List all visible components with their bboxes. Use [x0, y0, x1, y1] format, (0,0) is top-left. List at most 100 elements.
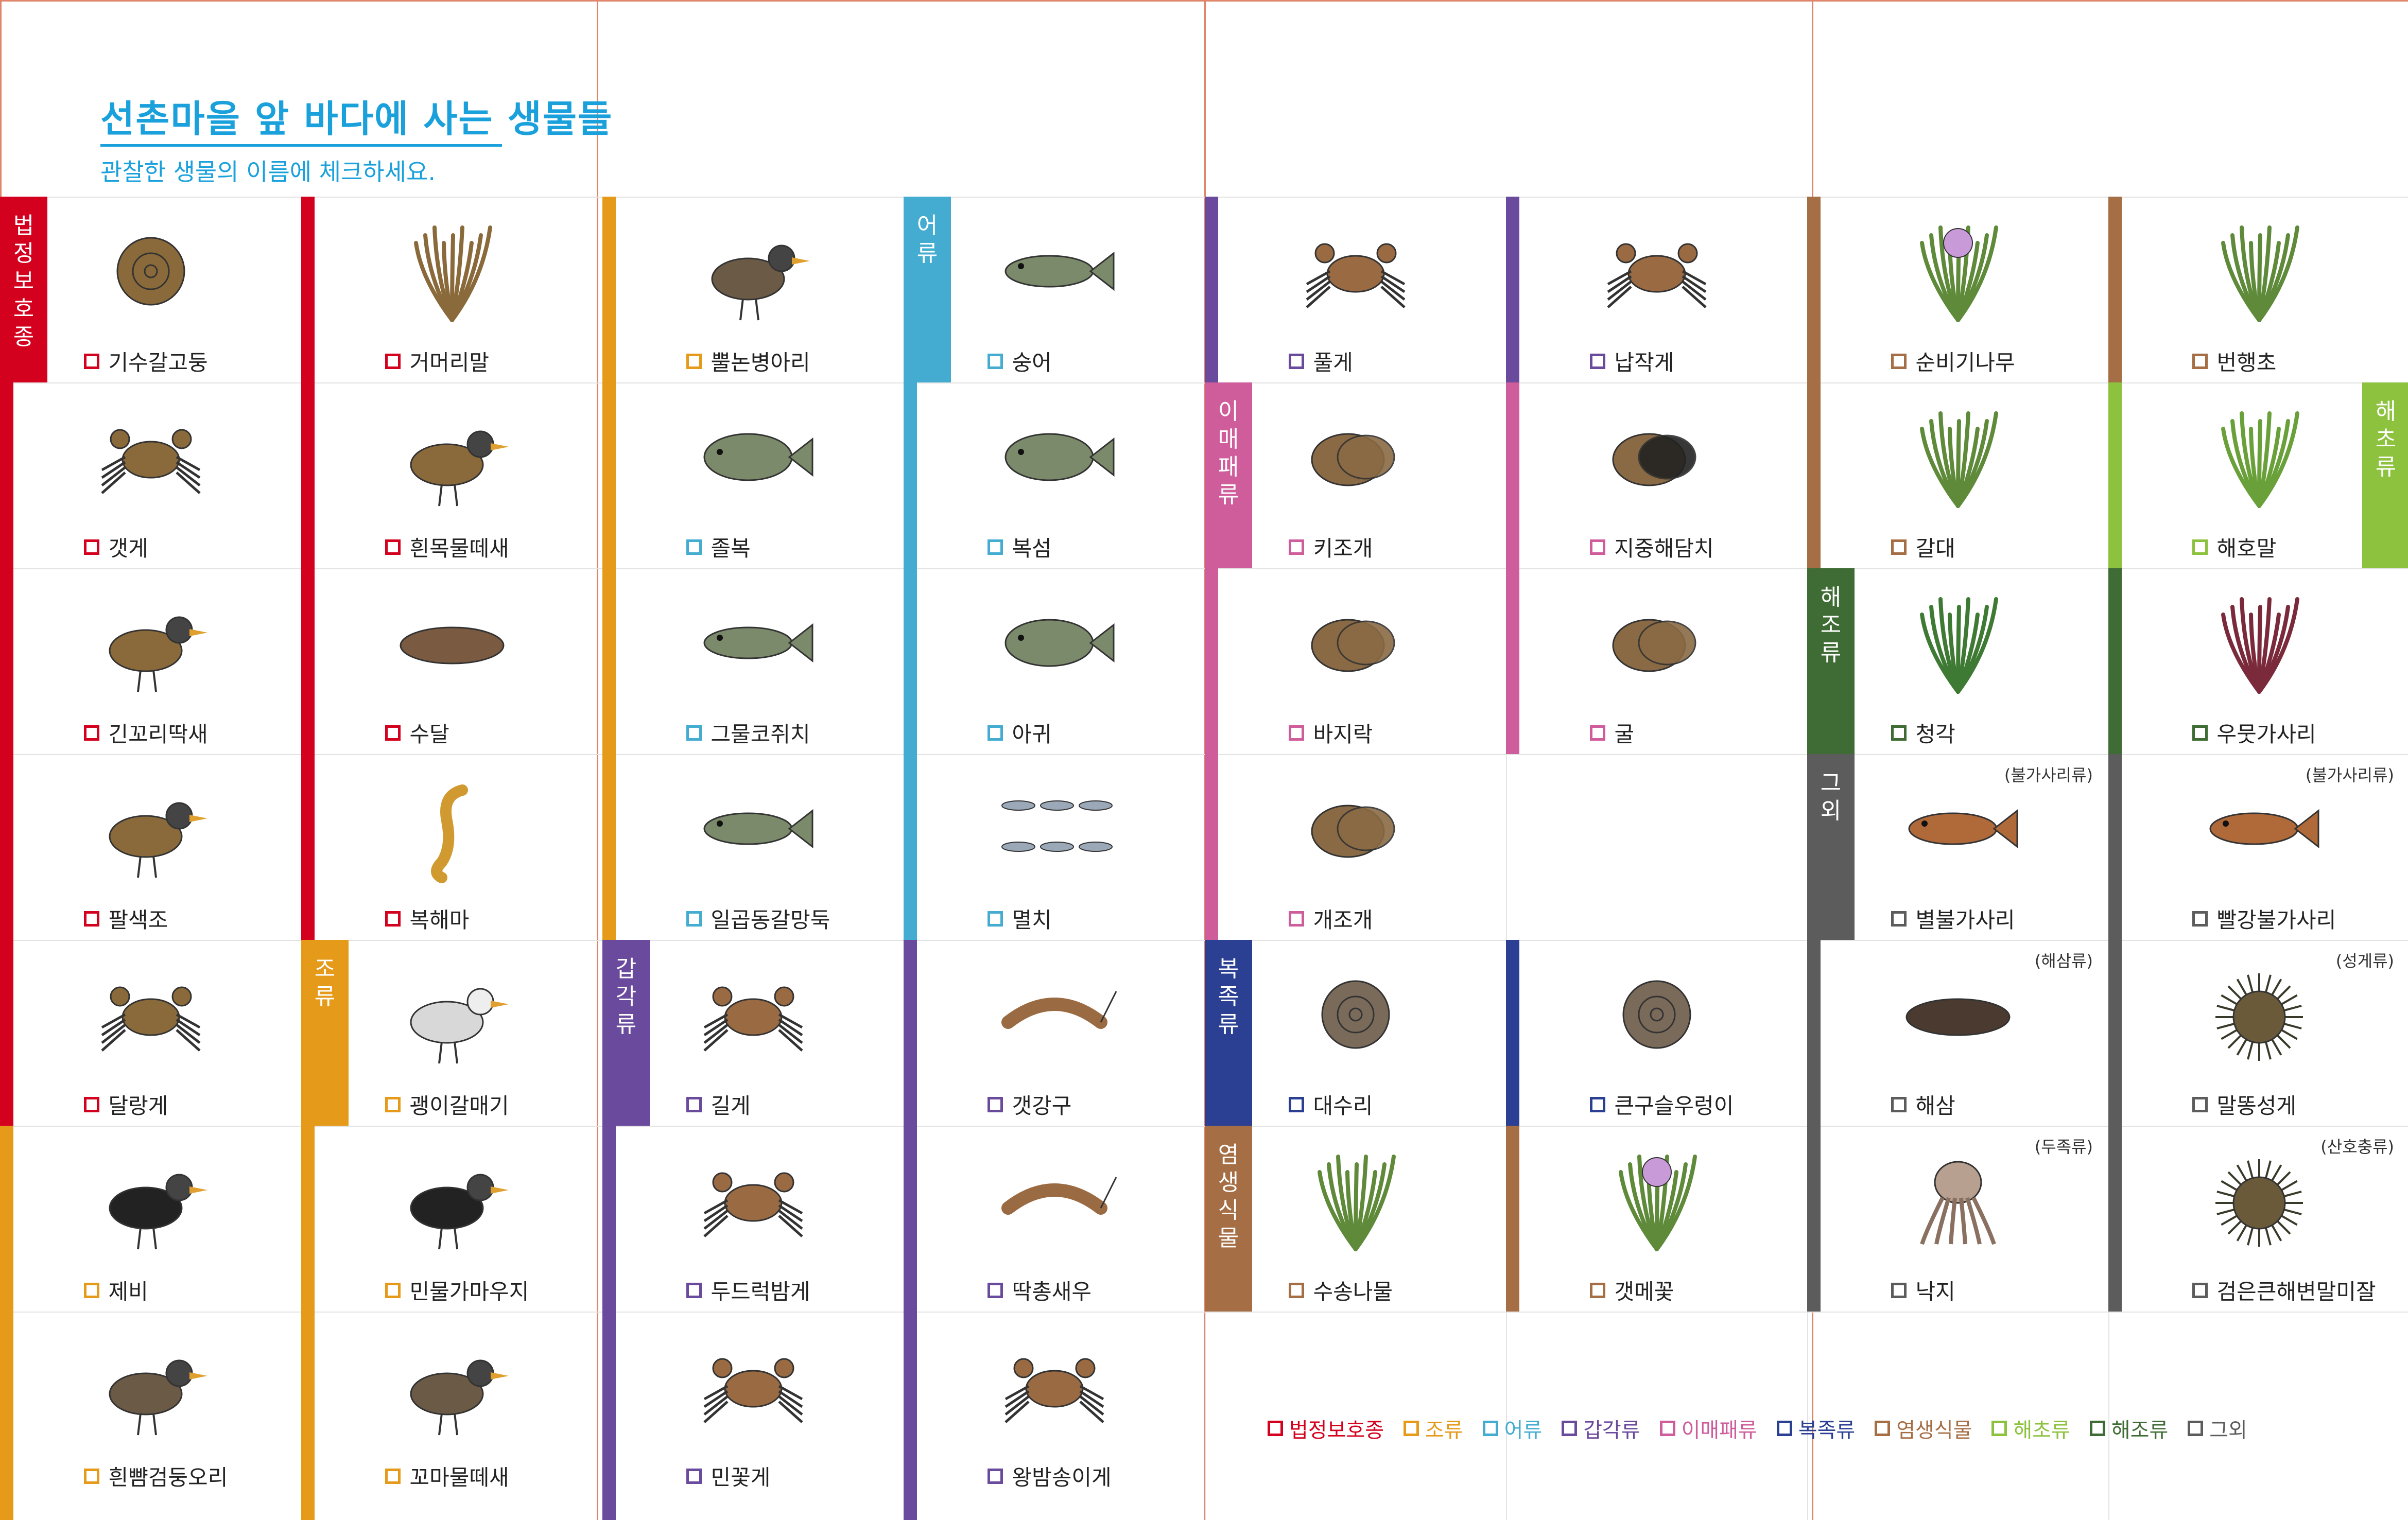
- legend-checkbox[interactable]: [1659, 1421, 1675, 1436]
- species-checkbox[interactable]: [987, 353, 1003, 369]
- species-checkbox-label[interactable]: 뿔논병아리: [686, 345, 810, 377]
- species-checkbox[interactable]: [385, 539, 401, 555]
- species-cell[interactable]: 말똥성게 (성게류): [2108, 940, 2408, 1126]
- species-checkbox-label[interactable]: 굴: [1589, 717, 1634, 748]
- species-checkbox-label[interactable]: 꼬마물떼새: [385, 1460, 509, 1492]
- legend-item[interactable]: 복족류: [1776, 1413, 1855, 1443]
- species-checkbox[interactable]: [2192, 539, 2208, 555]
- species-cell[interactable]: 꼬마물떼새: [301, 1312, 602, 1497]
- species-checkbox[interactable]: [1589, 1096, 1605, 1112]
- species-checkbox[interactable]: [385, 725, 401, 741]
- species-checkbox-label[interactable]: 거머리말: [385, 345, 489, 377]
- species-checkbox-label[interactable]: 흰뺨검둥오리: [83, 1460, 228, 1492]
- species-cell[interactable]: 졸복: [602, 382, 904, 568]
- species-cell[interactable]: 지중해담치: [1506, 382, 1807, 568]
- legend-checkbox[interactable]: [1482, 1421, 1498, 1436]
- legend-item[interactable]: 해조류: [2089, 1413, 2168, 1443]
- species-checkbox[interactable]: [1891, 353, 1907, 369]
- species-checkbox[interactable]: [385, 1468, 401, 1484]
- species-cell[interactable]: 개조개: [1205, 754, 1506, 940]
- legend-item[interactable]: 갑각류: [1562, 1413, 1640, 1443]
- species-checkbox-label[interactable]: 큰구슬우렁이: [1589, 1089, 1734, 1120]
- species-cell[interactable]: 숭어: [904, 197, 1205, 382]
- species-cell[interactable]: 민꽃게: [602, 1312, 904, 1497]
- species-checkbox[interactable]: [987, 539, 1003, 555]
- species-cell[interactable]: 검은큰해변말미잘 (산호충류): [2108, 1126, 2408, 1312]
- species-checkbox[interactable]: [686, 725, 702, 741]
- species-checkbox-label[interactable]: 복섬: [987, 531, 1052, 563]
- species-checkbox[interactable]: [385, 1282, 401, 1298]
- species-checkbox-label[interactable]: 말똥성게: [2192, 1089, 2296, 1120]
- species-checkbox[interactable]: [1288, 353, 1304, 369]
- species-checkbox[interactable]: [83, 1282, 99, 1298]
- species-cell[interactable]: 해삼 (해삼류): [1807, 940, 2108, 1126]
- species-checkbox-label[interactable]: 갯메꽃: [1589, 1274, 1674, 1306]
- legend-checkbox[interactable]: [1268, 1421, 1283, 1436]
- species-checkbox[interactable]: [1288, 539, 1304, 555]
- species-checkbox[interactable]: [83, 539, 99, 555]
- species-cell[interactable]: 흰뺨검둥오리: [0, 1312, 301, 1497]
- species-checkbox-label[interactable]: 우뭇가사리: [2192, 717, 2316, 748]
- species-checkbox-label[interactable]: 풀게: [1288, 345, 1353, 377]
- legend-item[interactable]: 어류: [1482, 1413, 1542, 1443]
- legend-item[interactable]: 법정보호종: [1268, 1413, 1384, 1443]
- species-checkbox-label[interactable]: 빨강불가사리: [2192, 903, 2336, 934]
- legend-checkbox[interactable]: [1404, 1421, 1419, 1436]
- legend-item[interactable]: 해초류: [1991, 1413, 2070, 1443]
- species-checkbox-label[interactable]: 아귀: [987, 717, 1052, 748]
- species-cell[interactable]: 거머리말: [301, 197, 602, 382]
- species-cell[interactable]: 달랑게: [0, 940, 301, 1126]
- species-cell[interactable]: 딱총새우: [904, 1126, 1205, 1312]
- legend-checkbox[interactable]: [2188, 1421, 2204, 1436]
- species-cell[interactable]: 바지락: [1205, 568, 1506, 754]
- species-checkbox-label[interactable]: 길게: [686, 1089, 751, 1120]
- species-checkbox[interactable]: [83, 725, 99, 741]
- species-checkbox[interactable]: [686, 353, 702, 369]
- species-cell[interactable]: 기수갈고둥: [0, 197, 301, 382]
- species-checkbox[interactable]: [987, 1468, 1003, 1484]
- species-cell[interactable]: 긴꼬리딱새: [0, 568, 301, 754]
- species-cell[interactable]: 길게: [602, 940, 904, 1126]
- species-checkbox-label[interactable]: 두드럭밤게: [686, 1274, 810, 1306]
- species-cell[interactable]: 갯강구: [904, 940, 1205, 1126]
- species-cell[interactable]: 제비: [0, 1126, 301, 1312]
- species-checkbox-label[interactable]: 왕밤송이게: [987, 1460, 1112, 1492]
- legend-checkbox[interactable]: [2089, 1421, 2105, 1436]
- species-checkbox[interactable]: [2192, 353, 2208, 369]
- legend-checkbox[interactable]: [1991, 1421, 2007, 1436]
- species-checkbox-label[interactable]: 민물가마우지: [385, 1274, 529, 1306]
- species-checkbox[interactable]: [1589, 725, 1605, 741]
- species-checkbox-label[interactable]: 그물코쥐치: [686, 717, 810, 748]
- species-checkbox-label[interactable]: 갈대: [1891, 531, 1955, 563]
- species-checkbox-label[interactable]: 멸치: [987, 903, 1052, 934]
- species-checkbox-label[interactable]: 일곱동갈망둑: [686, 903, 830, 934]
- species-checkbox[interactable]: [1288, 725, 1304, 741]
- species-checkbox-label[interactable]: 제비: [83, 1274, 148, 1306]
- species-checkbox[interactable]: [686, 1468, 702, 1484]
- species-checkbox[interactable]: [686, 539, 702, 555]
- species-checkbox[interactable]: [987, 725, 1003, 741]
- species-checkbox-label[interactable]: 수달: [385, 717, 449, 748]
- species-cell[interactable]: 갯게: [0, 382, 301, 568]
- species-cell[interactable]: 흰목물떼새: [301, 382, 602, 568]
- species-checkbox[interactable]: [686, 1282, 702, 1298]
- species-cell[interactable]: 풀게: [1205, 197, 1506, 382]
- species-cell[interactable]: 대수리: [1205, 940, 1506, 1126]
- species-checkbox[interactable]: [1589, 539, 1605, 555]
- species-checkbox[interactable]: [1288, 1282, 1304, 1298]
- species-checkbox-label[interactable]: 번행초: [2192, 345, 2276, 377]
- species-checkbox[interactable]: [1589, 353, 1605, 369]
- species-cell[interactable]: 수송나물: [1205, 1126, 1506, 1312]
- species-cell[interactable]: 번행초: [2108, 197, 2408, 382]
- species-checkbox-label[interactable]: 기수갈고둥: [83, 345, 208, 377]
- species-cell[interactable]: 복해마: [301, 754, 602, 940]
- species-checkbox-label[interactable]: 팔색조: [83, 903, 168, 934]
- species-checkbox-label[interactable]: 해호말: [2192, 531, 2276, 563]
- species-checkbox-label[interactable]: 괭이갈매기: [385, 1089, 509, 1120]
- species-checkbox[interactable]: [1891, 911, 1907, 927]
- species-cell[interactable]: 순비기나무: [1807, 197, 2108, 382]
- species-cell[interactable]: 왕밤송이게: [904, 1312, 1205, 1497]
- species-checkbox-label[interactable]: 달랑게: [83, 1089, 168, 1120]
- species-checkbox[interactable]: [2192, 1282, 2208, 1298]
- species-checkbox-label[interactable]: 해삼: [1891, 1089, 1955, 1120]
